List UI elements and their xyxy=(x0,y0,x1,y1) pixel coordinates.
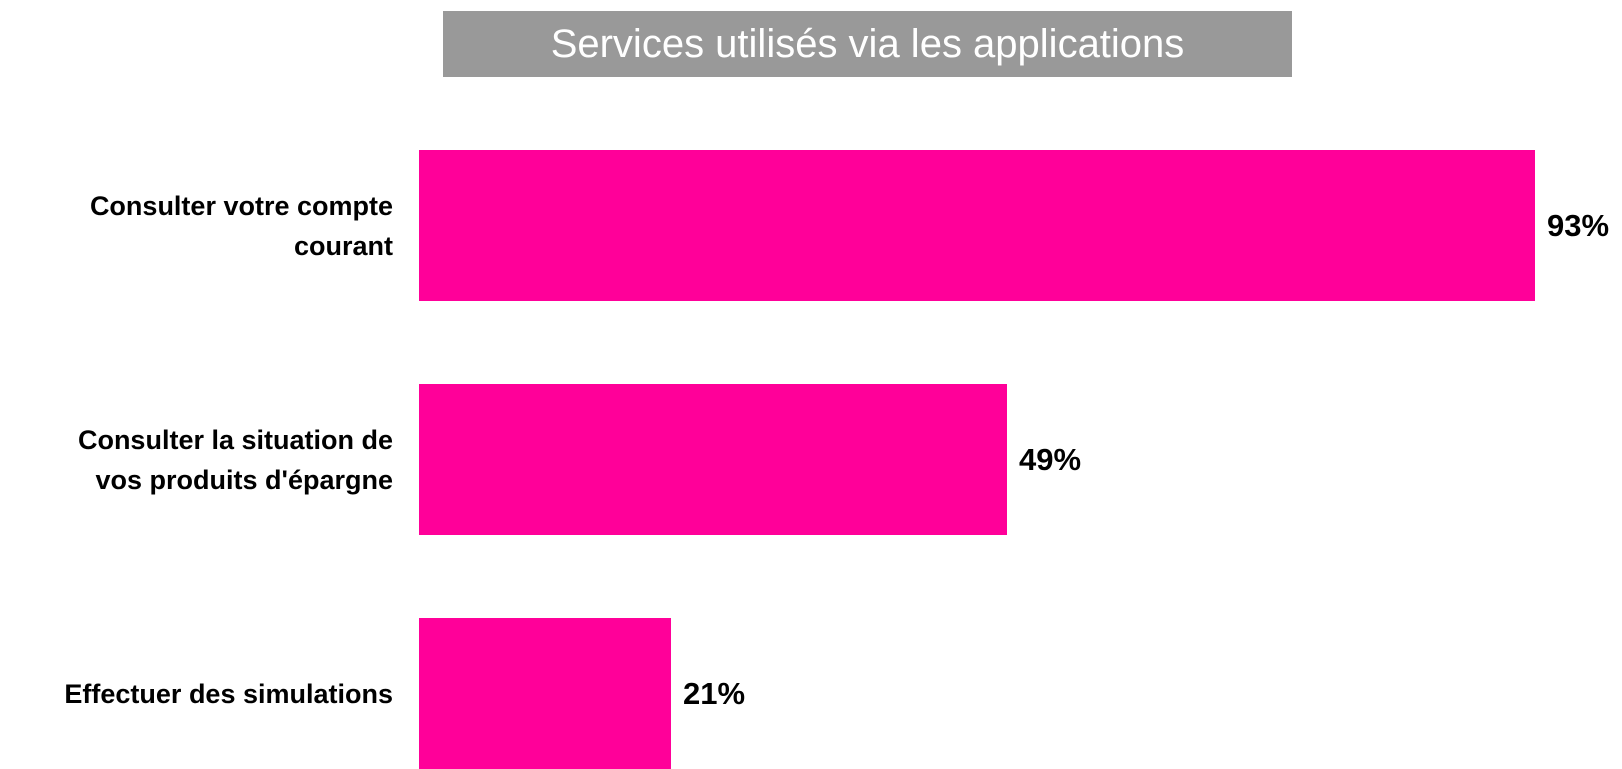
bar xyxy=(419,384,1007,535)
category-label: Consulter la situation de vos produits d… xyxy=(77,424,393,495)
bar xyxy=(419,150,1535,301)
value-label: 21% xyxy=(683,675,746,711)
value-label: 93% xyxy=(1547,207,1610,243)
category-label: Effectuer des simulations xyxy=(64,678,393,709)
category-label: Consulter votre compte courant xyxy=(89,190,393,261)
bar xyxy=(419,618,671,769)
chart-title: Services utilisés via les applications xyxy=(443,11,1292,77)
value-label: 49% xyxy=(1019,441,1082,477)
